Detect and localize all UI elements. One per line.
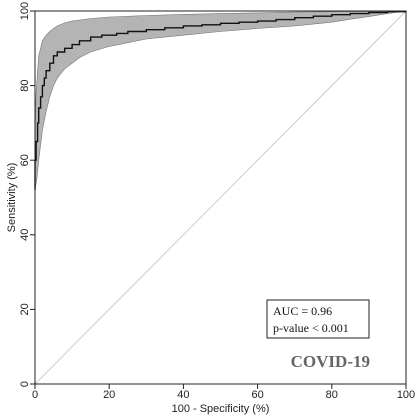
x-tick-label: 0 bbox=[32, 389, 38, 401]
auc-label: AUC = 0.96 bbox=[273, 304, 332, 318]
y-tick-label: 0 bbox=[19, 381, 31, 387]
stats-legend-box bbox=[266, 299, 370, 339]
axis-ticks: 0 20 40 60 80 100 0 20 40 60 80 100 bbox=[19, 2, 415, 401]
y-tick-label: 40 bbox=[19, 229, 31, 241]
x-tick-label: 60 bbox=[251, 389, 263, 401]
plot-frame bbox=[34, 10, 407, 385]
x-tick-label: 20 bbox=[103, 389, 115, 401]
y-axis-label: Sensitivity (%) bbox=[6, 163, 18, 233]
y-tick-label: 80 bbox=[19, 79, 31, 91]
plot-area bbox=[34, 10, 407, 385]
y-tick-label: 20 bbox=[19, 303, 31, 315]
y-tick-label: 100 bbox=[19, 2, 31, 20]
roc-curve bbox=[34, 11, 407, 190]
y-tick-label: 60 bbox=[19, 154, 31, 166]
covid-label: COVID-19 bbox=[291, 352, 370, 371]
confidence-band bbox=[34, 10, 407, 191]
x-tick-label: 80 bbox=[326, 389, 338, 401]
reference-diagonal bbox=[34, 10, 407, 385]
stats-legend: AUC = 0.96 p-value < 0.001 bbox=[266, 299, 370, 339]
x-axis-label: 100 - Specificity (%) bbox=[172, 403, 270, 415]
p-value-label: p-value < 0.001 bbox=[273, 321, 349, 335]
x-tick-label: 40 bbox=[177, 389, 189, 401]
x-tick-label: 100 bbox=[397, 389, 415, 401]
